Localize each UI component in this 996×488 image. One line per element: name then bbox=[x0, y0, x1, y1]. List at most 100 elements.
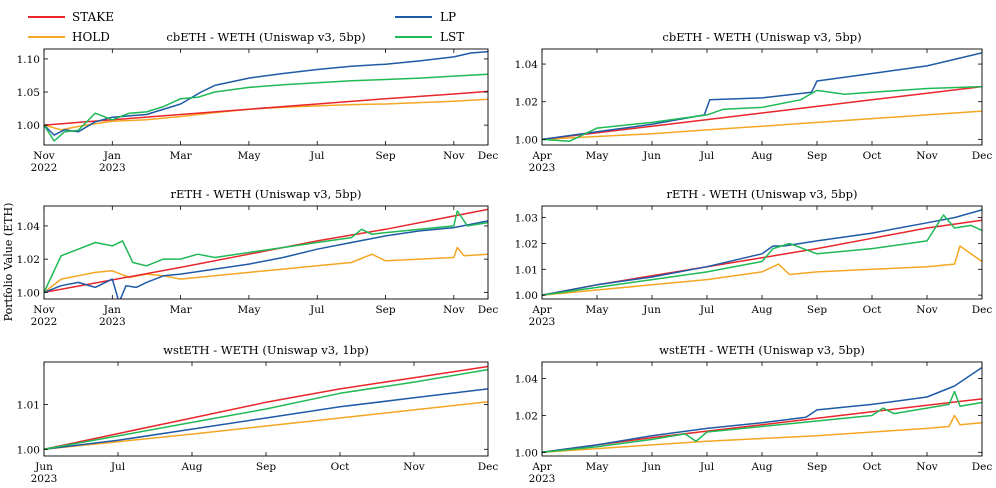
x-tick-year: 2023 bbox=[31, 473, 58, 485]
x-tick-label: Mar bbox=[170, 304, 193, 316]
y-tick-label: 1.00 bbox=[17, 287, 40, 299]
x-tick-label: Sep bbox=[375, 304, 395, 316]
y-tick-label: 1.02 bbox=[515, 97, 538, 109]
series-line-lp bbox=[44, 50, 488, 136]
x-tick-label: Jul bbox=[309, 304, 325, 316]
series-line-stake bbox=[542, 398, 982, 454]
x-tick-label: Dec bbox=[972, 461, 993, 473]
series-line-lst bbox=[44, 73, 488, 142]
series-line-hold bbox=[44, 401, 488, 451]
x-tick-label: Nov bbox=[33, 150, 55, 162]
series-line-lp bbox=[542, 366, 982, 454]
panel-wsteth-1bp: wstETH - WETH (Uniswap v3, 1bp) 1.00 1.01 J… bbox=[17, 343, 499, 485]
y-tick-label: 1.02 bbox=[515, 410, 538, 422]
legend-label-lp: LP bbox=[440, 10, 456, 24]
x-tick-label: Nov bbox=[916, 461, 938, 473]
series-line-lst bbox=[542, 214, 982, 296]
y-tick-label: 1.05 bbox=[17, 87, 40, 99]
series-group bbox=[44, 208, 488, 299]
x-tick-label: Sep bbox=[375, 150, 395, 162]
y-tick-label: 1.02 bbox=[17, 254, 40, 266]
x-tick-year: 2023 bbox=[529, 473, 556, 485]
series-group bbox=[44, 50, 488, 142]
panel-cbeth-apr: cbETH - WETH (Uniswap v3, 5bp) 1.00 1.02 1.… bbox=[515, 30, 993, 174]
panel-reth-apr: rETH - WETH (Uniswap v3, 5bp) 1.00 1.01 1.0… bbox=[515, 187, 993, 328]
x-tick-label: Jun bbox=[642, 304, 661, 316]
x-tick-label: Jul bbox=[110, 461, 126, 473]
y-tick-label: 1.04 bbox=[17, 221, 41, 233]
y-tick-label: 1.04 bbox=[515, 374, 539, 386]
series-line-lst bbox=[542, 390, 982, 454]
y-tick-label: 1.01 bbox=[17, 400, 40, 412]
x-tick-year: 2023 bbox=[529, 316, 556, 328]
legend-label-stake: STAKE bbox=[72, 10, 114, 24]
x-tick-label: Aug bbox=[750, 150, 772, 162]
series-group bbox=[542, 366, 982, 454]
x-tick-year: 2023 bbox=[529, 162, 556, 174]
x-tick-label: Jan bbox=[103, 150, 121, 162]
chart-title: rETH - WETH (Uniswap v3, 5bp) bbox=[667, 187, 858, 201]
x-tick-label: Dec bbox=[478, 304, 499, 316]
x-tick-label: Sep bbox=[807, 150, 827, 162]
x-tick-label: Dec bbox=[972, 304, 993, 316]
x-tick-label: Nov bbox=[403, 461, 425, 473]
legend: STAKE HOLD LP LST bbox=[28, 10, 464, 44]
legend-label-lst: LST bbox=[440, 30, 464, 44]
series-line-stake bbox=[44, 365, 488, 451]
series-group bbox=[44, 365, 488, 451]
legend-label-hold: HOLD bbox=[72, 30, 110, 44]
chart-title: cbETH - WETH (Uniswap v3, 5bp) bbox=[166, 30, 365, 44]
x-tick-label: Jun bbox=[642, 150, 661, 162]
x-tick-label: May bbox=[237, 150, 260, 162]
y-tick-label: 1.01 bbox=[515, 264, 538, 276]
x-tick-label: Jul bbox=[309, 150, 325, 162]
chart-title: rETH - WETH (Uniswap v3, 5bp) bbox=[171, 187, 362, 201]
series-line-lp bbox=[44, 220, 488, 299]
series-line-stake bbox=[44, 90, 488, 126]
y-tick-label: 1.00 bbox=[515, 290, 538, 302]
x-tick-label: May bbox=[586, 304, 609, 316]
x-tick-label: Jul bbox=[699, 304, 715, 316]
x-tick-label: Aug bbox=[180, 461, 202, 473]
x-tick-label: Oct bbox=[863, 304, 882, 316]
x-tick-label: Sep bbox=[807, 304, 827, 316]
y-tick-label: 1.00 bbox=[515, 447, 538, 459]
y-axis-label: Portfolio Value (ETH) bbox=[2, 203, 15, 322]
x-tick-year: 2023 bbox=[99, 316, 126, 328]
x-tick-label: May bbox=[586, 461, 609, 473]
x-tick-label: Apr bbox=[531, 461, 552, 473]
x-tick-year: 2022 bbox=[31, 316, 58, 328]
panel-wsteth-5bp: wstETH - WETH (Uniswap v3, 5bp) 1.00 1.02 1… bbox=[515, 343, 993, 485]
panel-cbeth-nov: cbETH - WETH (Uniswap v3, 5bp) 1.00 1.05 1.… bbox=[17, 30, 499, 174]
x-tick-label: Dec bbox=[972, 150, 993, 162]
series-line-lp bbox=[542, 209, 982, 296]
x-tick-label: Jan bbox=[103, 304, 121, 316]
y-tick-label: 1.00 bbox=[17, 120, 40, 132]
x-tick-label: Oct bbox=[863, 461, 882, 473]
y-tick-label: 1.04 bbox=[515, 59, 539, 71]
y-tick-label: 1.00 bbox=[515, 134, 538, 146]
x-tick-label: Aug bbox=[750, 304, 772, 316]
chart-title: wstETH - WETH (Uniswap v3, 5bp) bbox=[659, 343, 865, 357]
series-group bbox=[542, 209, 982, 296]
x-tick-label: Nov bbox=[443, 150, 465, 162]
series-line-lp bbox=[542, 52, 982, 141]
x-tick-label: May bbox=[586, 150, 609, 162]
series-line-hold bbox=[542, 110, 982, 141]
y-tick-label: 1.02 bbox=[515, 238, 538, 250]
series-line-stake bbox=[542, 85, 982, 141]
x-tick-label: Oct bbox=[331, 461, 350, 473]
series-line-lst bbox=[44, 210, 488, 293]
x-tick-label: Jul bbox=[699, 461, 715, 473]
x-tick-label: Apr bbox=[531, 150, 552, 162]
x-tick-label: Sep bbox=[256, 461, 276, 473]
x-tick-year: 2022 bbox=[31, 162, 58, 174]
x-tick-label: Dec bbox=[478, 150, 499, 162]
series-line-hold bbox=[44, 246, 488, 293]
x-tick-label: Apr bbox=[531, 304, 552, 316]
x-tick-label: Sep bbox=[807, 461, 827, 473]
series-group bbox=[542, 52, 982, 142]
x-tick-year: 2023 bbox=[99, 162, 126, 174]
x-tick-label: Jul bbox=[699, 150, 715, 162]
